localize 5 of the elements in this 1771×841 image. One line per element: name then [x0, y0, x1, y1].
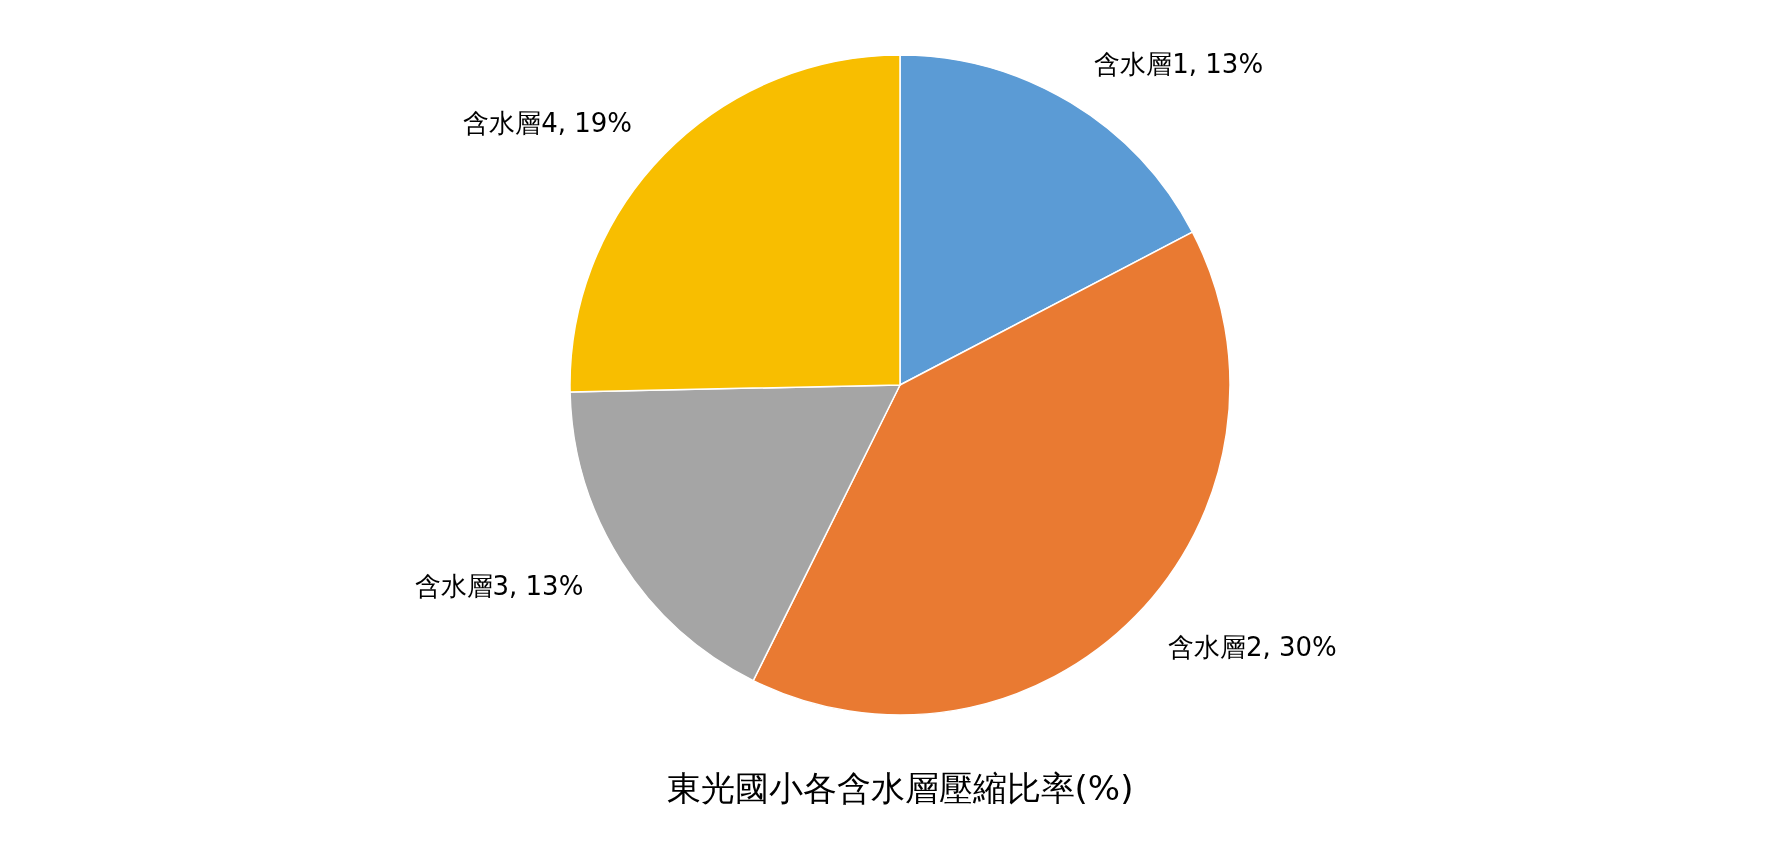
slice-label: 含水層2, 30%: [1167, 632, 1337, 663]
text: 東光國小各含水層壓縮比率(%): [666, 768, 1134, 808]
slice-label: 含水層4, 19%: [463, 107, 633, 138]
slice-label: 含水層3, 13%: [414, 570, 584, 601]
slice-label: 含水層1, 13%: [1094, 49, 1264, 80]
